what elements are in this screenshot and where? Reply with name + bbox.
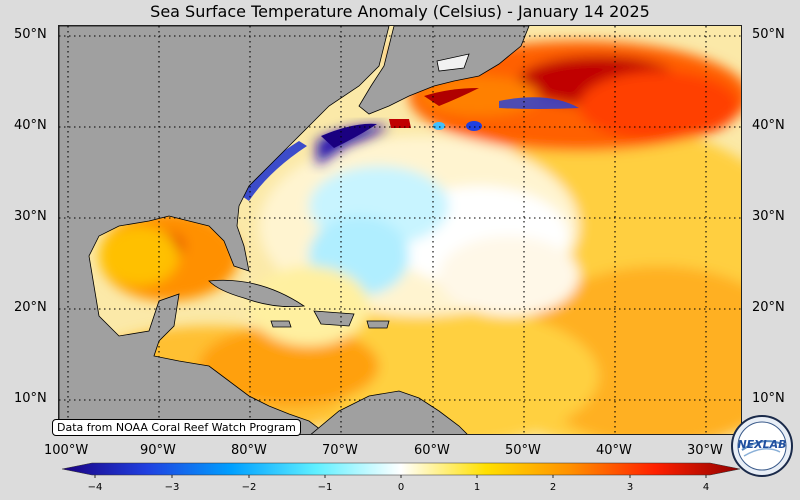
lat-label-left-30n: 30°N: [14, 209, 47, 224]
land-masses: [59, 26, 530, 434]
colorbar-tick: 3: [626, 482, 634, 493]
map-title: Sea Surface Temperature Anomaly (Celsius…: [150, 2, 650, 21]
lat-label-left-10n: 10°N: [14, 391, 47, 406]
lat-label-right-20n: 20°N: [752, 300, 785, 315]
colorbar-tick: −3: [164, 482, 180, 493]
north-america-landmass: [59, 26, 390, 434]
lat-label-left-20n: 20°N: [14, 300, 47, 315]
sst-anomaly-map: [58, 25, 742, 435]
lat-label-right-40n: 40°N: [752, 118, 785, 133]
lon-label-40w: 40°W: [596, 443, 632, 458]
lat-label-right-50n: 50°N: [752, 27, 785, 42]
lat-label-left-50n: 50°N: [14, 27, 47, 42]
lon-label-90w: 90°W: [140, 443, 176, 458]
colorbar-tick: −1: [317, 482, 333, 493]
colorbar-tick: 1: [473, 482, 481, 493]
lon-label-30w: 30°W: [687, 443, 723, 458]
colorbar-tick: 2: [549, 482, 557, 493]
lon-label-50w: 50°W: [505, 443, 541, 458]
lat-label-left-40n: 40°N: [14, 118, 47, 133]
south-america-landmass: [310, 390, 468, 434]
graticule-grid: [59, 26, 741, 434]
lon-label-60w: 60°W: [414, 443, 450, 458]
data-credit-label: Data from NOAA Coral Reef Watch Program: [52, 419, 301, 436]
svg-text:NEXLAB: NEXLAB: [737, 438, 786, 451]
nexlab-logo: NEXLAB: [730, 414, 794, 478]
colorbar-tick: −2: [241, 482, 257, 493]
lon-label-80w: 80°W: [231, 443, 267, 458]
lon-label-70w: 70°W: [322, 443, 358, 458]
colorbar-gradient: [61, 462, 741, 478]
lat-label-right-10n: 10°N: [752, 391, 785, 406]
caribbean-islands: [208, 279, 306, 308]
colorbar-tick: −4: [87, 482, 103, 493]
lat-label-right-30n: 30°N: [752, 209, 785, 224]
colorbar-tick: 0: [397, 482, 405, 493]
colorbar-tick: 4: [702, 482, 710, 493]
lon-label-100w: 100°W: [44, 443, 89, 458]
colorbar: −4 −3 −2 −1 0 1 2 3 4: [61, 462, 741, 500]
